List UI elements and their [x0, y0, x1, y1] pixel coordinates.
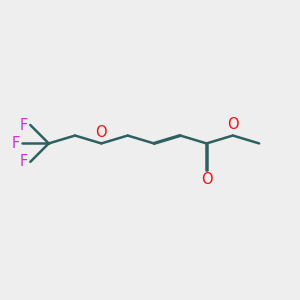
Text: F: F: [12, 136, 20, 151]
Text: O: O: [201, 172, 212, 187]
Text: F: F: [20, 154, 28, 169]
Text: F: F: [20, 118, 28, 133]
Text: O: O: [95, 125, 107, 140]
Text: O: O: [227, 117, 239, 132]
